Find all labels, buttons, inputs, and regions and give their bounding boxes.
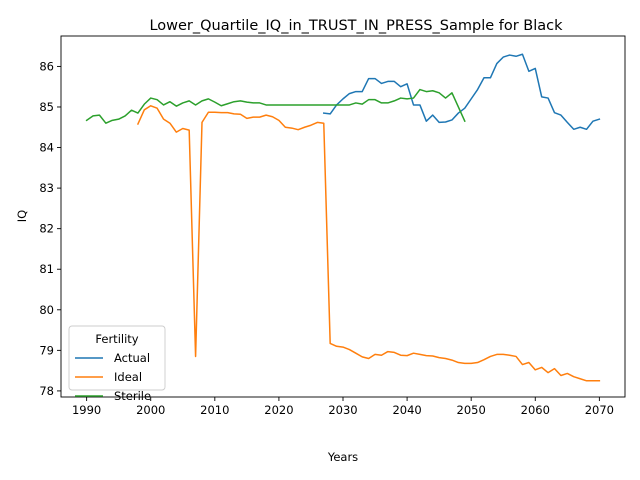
x-tick-label: 2040 xyxy=(392,403,421,417)
x-tick-label: 2000 xyxy=(136,403,165,417)
y-tick-label: 84 xyxy=(39,141,54,155)
x-tick-label: 2010 xyxy=(200,403,229,417)
y-axis-label: IQ xyxy=(15,210,29,222)
legend-title: Fertility xyxy=(95,332,138,346)
y-tick-label: 86 xyxy=(39,59,54,73)
legend-label-actual: Actual xyxy=(114,351,150,365)
chart-title: Lower_Quartile_IQ_in_TRUST_IN_PRESS_Samp… xyxy=(149,18,563,34)
y-tick-label: 85 xyxy=(39,100,54,114)
legend-label-ideal: Ideal xyxy=(114,370,142,384)
x-tick-label: 2050 xyxy=(457,403,486,417)
y-tick-label: 78 xyxy=(39,384,54,398)
y-tick-label: 81 xyxy=(39,262,54,276)
y-tick-label: 79 xyxy=(39,343,54,357)
x-tick-label: 2060 xyxy=(521,403,550,417)
y-tick-label: 83 xyxy=(39,181,54,195)
y-tick-label: 80 xyxy=(39,303,54,317)
x-tick-label: 2030 xyxy=(328,403,357,417)
x-tick-label: 2070 xyxy=(585,403,614,417)
y-tick-label: 82 xyxy=(39,222,54,236)
x-tick-label: 1990 xyxy=(72,403,101,417)
x-axis-label: Years xyxy=(327,450,358,464)
x-tick-label: 2020 xyxy=(264,403,293,417)
legend-label-sterile: Sterile xyxy=(114,389,151,403)
